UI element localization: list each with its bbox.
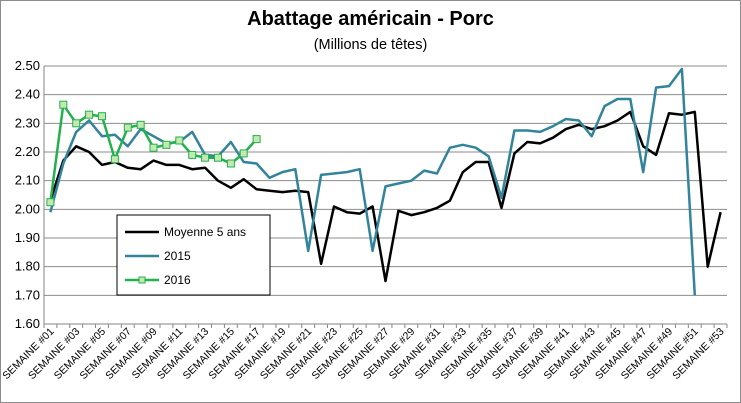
y-tick-label: 2.30 [15,115,40,130]
data-point [136,120,145,129]
y-tick-label: 2.00 [15,201,40,216]
y-tick-label: 2.40 [15,87,40,102]
data-point [226,159,235,168]
data-point [214,153,222,162]
data-point [175,136,184,145]
y-axis-ticks: 1.60 1.70 1.80 1.90 2.00 2.10 2.20 2.30 2.40 2.50 [15,58,40,331]
chart-subtitle: (Millions de têtes) [313,37,428,53]
series-1 [49,67,697,296]
data-point [59,100,68,109]
series-lines [46,67,722,296]
legend-label-2015: 2015 [164,249,191,263]
series-2 [46,100,261,207]
data-point [162,140,171,149]
y-tick-label: 2.50 [15,58,40,73]
y-tick-label: 1.70 [15,287,40,302]
data-point [46,198,55,207]
legend: Moyenne 5 ans 2015 2016 [116,214,271,296]
data-point [239,149,248,158]
series-line [49,103,258,203]
data-point [72,119,81,128]
legend-label-2016: 2016 [164,273,191,287]
y-tick-label: 2.10 [15,173,40,188]
y-tick-label: 2.20 [15,144,40,159]
data-point [201,153,210,162]
y-tick-label: 1.80 [15,259,40,274]
series-line [49,110,722,283]
data-point [252,135,261,144]
y-tick-label: 1.90 [15,230,40,245]
data-point [123,123,132,132]
data-point [110,155,119,164]
data-point [98,112,106,121]
series-0 [49,110,722,283]
series-line [49,67,697,296]
legend-marker-2016 [138,276,146,284]
data-point [149,143,158,152]
data-point [85,110,94,119]
data-point [188,150,197,159]
legend-label-moyenne: Moyenne 5 ans [164,225,246,239]
chart-title: Abattage américain - Porc [247,8,494,30]
y-tick-label: 1.60 [15,316,40,331]
